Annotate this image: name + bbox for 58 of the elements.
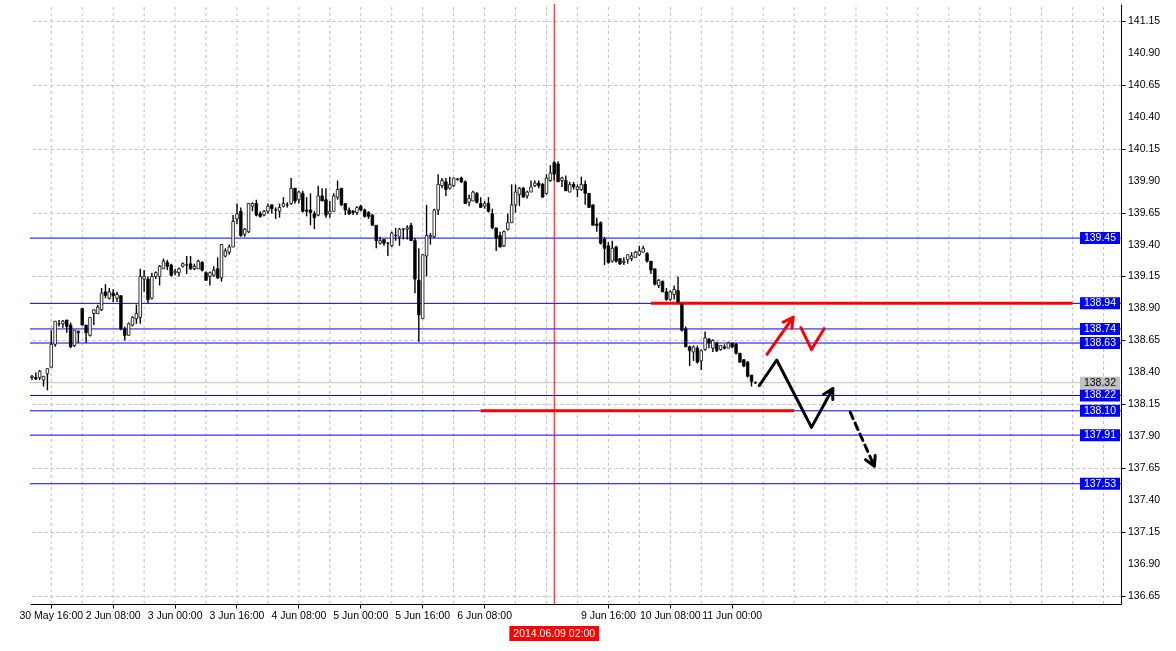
x-tick-label: 2014.06.09 02:00 [513,626,596,639]
candlestick [99,287,104,312]
ref-line-label: 138.94 [1083,296,1117,309]
y-tick-label: 136.65 [1128,589,1161,602]
y-tick-label: 137.90 [1128,429,1161,442]
candlestick [61,319,65,329]
y-tick-label: 136.90 [1128,557,1161,570]
y-tick-label: 138.40 [1128,365,1161,378]
y-tick-label: 140.40 [1128,109,1161,122]
ref-line-label: 138.10 [1083,403,1117,416]
x-tick-label: 3 Jun 16:00 [209,608,265,621]
x-tick-label: 2 Jun 08:00 [85,608,141,621]
y-tick-label: 137.15 [1128,525,1161,538]
candlestick [622,256,626,266]
y-tick-label: 139.90 [1128,173,1161,186]
x-tick-label: 30 May 16:00 [19,608,84,621]
y-tick-label: 138.90 [1128,301,1161,314]
candlestick [301,190,305,214]
y-tick-label: 139.40 [1128,237,1161,250]
x-tick-label: 3 Jun 00:00 [147,608,203,621]
candlestick [552,160,556,182]
candlestick [34,371,38,381]
candlestick [556,160,560,183]
y-tick-label: 137.65 [1128,461,1161,474]
candlestick [289,177,293,206]
x-tick-label: 5 Jun 16:00 [395,608,451,621]
y-tick-label: 141.15 [1128,13,1161,26]
candlestick [45,367,50,392]
y-tick-label: 138.65 [1128,333,1161,346]
candlestick [208,270,212,287]
x-tick-label: 11 Jun 00:00 [702,608,763,621]
ref-line-label: 138.63 [1083,336,1117,349]
ref-line-label: 139.45 [1083,231,1117,244]
x-tick-label: 6 Jun 08:00 [457,608,513,621]
candlestick [324,187,328,219]
y-tick-label: 138.15 [1128,397,1161,410]
x-tick-label: 5 Jun 00:00 [333,608,389,621]
y-tick-label: 140.65 [1128,77,1161,90]
y-tick-label: 140.15 [1128,141,1161,154]
candlestick [304,196,309,218]
ref-line-label: 138.22 [1083,388,1117,401]
candlestick [150,271,154,301]
candlestick [111,288,115,303]
candlestick [676,275,680,305]
ref-line-label: 138.32 [1083,375,1117,388]
y-tick-label: 139.15 [1128,269,1161,282]
x-tick-label: 9 Jun 16:00 [580,608,636,621]
candlestick [544,173,549,196]
ref-line-label: 137.53 [1083,476,1117,489]
ref-line-label: 137.91 [1083,428,1117,441]
y-tick-label: 140.90 [1128,45,1161,58]
x-tick-label: 10 Jun 08:00 [639,608,701,621]
y-tick-label: 137.40 [1128,493,1161,506]
x-tick-label: 4 Jun 08:00 [271,608,327,621]
ref-line-label: 138.74 [1083,321,1117,334]
candlestick [308,192,313,227]
y-tick-label: 139.65 [1128,205,1161,218]
candlestick [583,179,587,206]
